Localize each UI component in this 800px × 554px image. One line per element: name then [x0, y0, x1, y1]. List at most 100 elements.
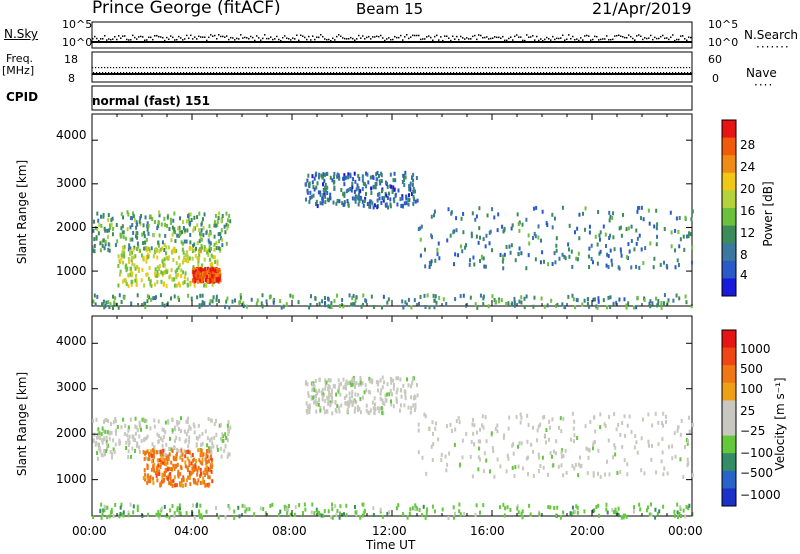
power-echo-cell: [207, 253, 210, 258]
nave-point: [104, 67, 106, 69]
power-echo-cell: [386, 184, 389, 189]
power-echo-cell: [131, 237, 134, 242]
power-echo-cell: [182, 250, 185, 255]
nave-point: [218, 67, 220, 69]
power-echo-cell: [181, 241, 184, 246]
velocity-echo-cell: [162, 434, 165, 439]
power-echo-cell: [282, 304, 285, 309]
nave-point: [498, 72, 500, 74]
velocity-echo-cell: [331, 515, 334, 520]
power-panel: [91, 113, 694, 310]
velocity-echo-cell: [371, 380, 374, 385]
power-echo-cell: [193, 242, 196, 247]
power-echo-cell: [518, 220, 521, 225]
power-echo-cell: [169, 274, 172, 279]
velocity-echo-cell: [416, 393, 419, 398]
velocity-echo-cell: [192, 422, 195, 427]
nave-point: [261, 72, 263, 74]
freq-tick-high: 18: [64, 53, 78, 66]
power-echo-cell: [592, 297, 595, 302]
velocity-echo-cell: [560, 448, 563, 453]
power-echo-cell: [93, 293, 96, 298]
noise-point: [406, 34, 408, 36]
noise-sky-label: N.Sky: [4, 27, 39, 41]
velocity-echo-cell: [107, 419, 110, 424]
power-echo-cell: [104, 242, 107, 247]
power-echo-cell: [157, 272, 160, 277]
noise-point: [166, 36, 168, 39]
power-echo-cell: [122, 279, 125, 284]
power-echo-cell: [584, 206, 587, 211]
velocity-echo-cell: [305, 380, 308, 385]
velocity-echo-cell: [656, 511, 659, 516]
velocity-echo-cell: [622, 513, 625, 518]
power-echo-cell: [556, 302, 559, 307]
velocity-echo-cell: [167, 476, 170, 481]
velocity-echo-cell: [538, 512, 541, 517]
power-echo-cell: [364, 298, 367, 303]
velocity-echo-cell: [605, 502, 608, 507]
velocity-echo-cell: [127, 428, 130, 433]
power-echo-cell: [351, 185, 354, 190]
power-echo-cell: [576, 257, 579, 262]
nave-point: [392, 67, 394, 69]
power-echo-cell: [583, 227, 586, 232]
noise-point: [518, 36, 520, 38]
power-echo-cell: [121, 250, 124, 255]
noise-point: [178, 35, 180, 38]
station-title: Prince George (fitACF): [92, 0, 281, 18]
power-echo-cell: [204, 283, 207, 288]
velocity-echo-cell: [173, 466, 176, 471]
nave-point: [500, 67, 502, 69]
noise-tick-low: 10^0: [62, 36, 93, 49]
power-echo-cell: [158, 264, 161, 269]
nave-point: [309, 72, 311, 74]
power-echo-cell: [213, 247, 216, 252]
velocity-echo-cell: [375, 379, 378, 384]
velocity-echo-cell: [506, 505, 509, 510]
nave-point: [354, 72, 356, 74]
noise-point: [656, 37, 658, 40]
power-echo-cell: [215, 297, 218, 302]
velocity-echo-cell: [657, 442, 660, 447]
velocity-echo-cell: [354, 392, 357, 397]
power-echo-cell: [433, 305, 436, 310]
noise-point: [456, 35, 458, 38]
power-echo-cell: [316, 204, 319, 209]
noise-point: [672, 34, 674, 36]
nave-point: [312, 72, 314, 74]
velocity-echo-cell: [428, 427, 431, 432]
power-echo-cell: [401, 196, 404, 201]
power-echo-cell: [426, 293, 429, 298]
velocity-echo-cell: [180, 478, 183, 483]
velocity-echo-cell: [639, 507, 642, 512]
power-echo-cell: [121, 245, 124, 250]
power-ytick-4000: 4000: [56, 128, 87, 142]
nave-point: [269, 67, 271, 69]
nave-point: [129, 72, 131, 74]
velocity-echo-cell: [176, 447, 179, 452]
noise-point: [332, 37, 334, 40]
power-echo-cell: [342, 176, 345, 181]
velocity-echo-cell: [311, 387, 314, 392]
velocity-echo-cell: [516, 444, 519, 449]
nave-point: [467, 67, 469, 69]
nave-point: [167, 67, 169, 69]
power-echo-cell: [452, 230, 455, 235]
velocity-echo-cell: [327, 401, 330, 406]
nave-point: [149, 67, 151, 69]
velocity-echo-cell: [416, 383, 419, 388]
velocity-echo-cell: [168, 481, 171, 486]
velocity-echo-cell: [156, 469, 159, 474]
power-echo-cell: [172, 218, 175, 223]
power-echo-cell: [140, 253, 143, 258]
nave-point: [374, 67, 376, 69]
noise-point: [474, 34, 476, 37]
noise-point: [350, 36, 352, 39]
power-echo-cell: [368, 201, 371, 206]
velocity-echo-cell: [664, 414, 667, 419]
nave-point: [512, 67, 514, 69]
velocity-echo-cell: [489, 469, 492, 474]
power-echo-cell: [197, 279, 200, 284]
noise-point: [596, 35, 598, 38]
